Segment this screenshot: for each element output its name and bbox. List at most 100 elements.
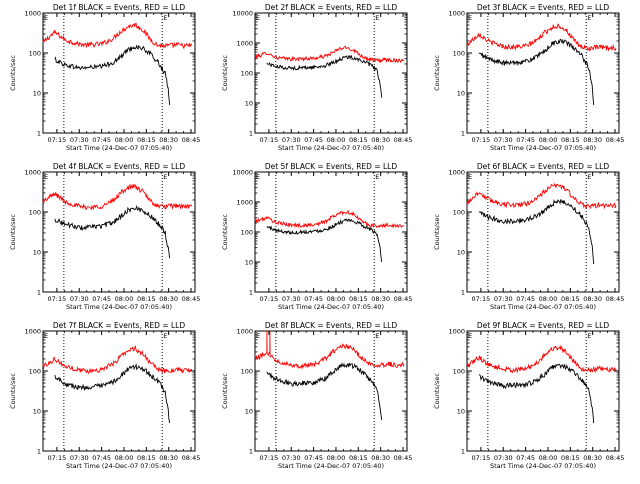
x-tick-label: 08:15 <box>137 136 156 144</box>
x-tick-label: 07:15 <box>472 454 491 462</box>
lld-series-line <box>466 23 617 52</box>
y-axis-label: Counts/sec <box>433 373 441 409</box>
x-tick-label: 07:30 <box>282 136 301 144</box>
e-marker: E <box>256 332 260 340</box>
y-tick-label: 1 <box>461 289 465 297</box>
y-axis-label: Counts/sec <box>9 55 17 91</box>
panel-5: Det 5f BLACK = Events, RED = LLD 1 10 100 10… <box>221 162 412 311</box>
x-axis-label: Start Time (24-Dec-07 07:05:40) <box>490 144 596 152</box>
y-axis-label: Counts/sec <box>221 214 229 250</box>
x-tick-label: 07:45 <box>516 295 535 303</box>
x-tick-label: 08:30 <box>583 295 602 303</box>
y-tick-label: 100 <box>241 368 253 376</box>
x-tick-label: 08:15 <box>137 295 156 303</box>
x-tick-label: 07:15 <box>472 295 491 303</box>
plot-frame <box>42 12 196 134</box>
y-tick-label: 1 <box>249 448 253 456</box>
x-tick-label: 08:00 <box>327 295 346 303</box>
x-axis-label: Start Time (24-Dec-07 07:05:40) <box>66 462 172 470</box>
x-tick-label: 07:45 <box>304 295 323 303</box>
e-marker: E <box>44 332 48 340</box>
x-tick-label: 08:00 <box>115 295 134 303</box>
x-tick-label: 08:45 <box>182 136 201 144</box>
x-tick-label: 07:15 <box>48 295 67 303</box>
x-tick-label: 07:30 <box>70 136 89 144</box>
y-tick-label: 1000 <box>236 199 253 207</box>
x-tick-label: 07:30 <box>282 295 301 303</box>
y-tick-label: 10000 <box>232 10 253 18</box>
x-tick-label: 08:00 <box>115 136 134 144</box>
x-tick-label: 07:30 <box>494 295 513 303</box>
y-tick-label: 1 <box>461 448 465 456</box>
x-tick-label: 07:15 <box>260 454 279 462</box>
y-tick-label: 1 <box>249 289 253 297</box>
y-tick-label: 100 <box>29 368 41 376</box>
panel-title: Det 4f BLACK = Events, RED = LLD <box>53 162 186 171</box>
panel-title: Det 2f BLACK = Events, RED = LLD <box>265 3 398 12</box>
e-marker: E <box>163 14 167 22</box>
events-series-line <box>266 218 383 263</box>
x-tick-label: 08:00 <box>539 454 558 462</box>
x-tick-label: 07:45 <box>92 295 111 303</box>
panel-7: Det 7f BLACK = Events, RED = LLD 1 10 100 10… <box>9 321 200 470</box>
y-axis-label: Counts/sec <box>221 373 229 409</box>
x-tick-label: 08:15 <box>137 454 156 462</box>
x-tick-label: 07:15 <box>48 454 67 462</box>
y-tick-label: 1000 <box>24 10 41 18</box>
x-tick-label: 08:15 <box>349 454 368 462</box>
lld-series-line <box>254 45 405 64</box>
x-tick-label: 08:30 <box>159 295 178 303</box>
x-tick-label: 07:15 <box>260 136 279 144</box>
e-marker: E <box>468 14 472 22</box>
y-tick-label: 1 <box>37 289 41 297</box>
y-tick-label: 10000 <box>232 169 253 177</box>
x-tick-label: 07:30 <box>494 136 513 144</box>
e-marker: E <box>587 332 591 340</box>
x-tick-label: 07:45 <box>304 136 323 144</box>
x-tick-label: 08:30 <box>583 454 602 462</box>
x-tick-label: 08:30 <box>583 136 602 144</box>
e-marker: E <box>256 14 260 22</box>
x-tick-label: 07:45 <box>516 136 535 144</box>
e-marker: E <box>375 332 379 340</box>
e-marker: E <box>375 14 379 22</box>
e-marker: E <box>375 173 379 181</box>
x-tick-label: 08:30 <box>371 454 390 462</box>
x-tick-label: 07:30 <box>70 295 89 303</box>
y-tick-label: 100 <box>29 209 41 217</box>
x-tick-label: 08:45 <box>606 136 625 144</box>
x-axis-label: Start Time (24-Dec-07 07:05:40) <box>490 462 596 470</box>
x-axis-label: Start Time (24-Dec-07 07:05:40) <box>66 303 172 311</box>
lld-series-line <box>254 330 405 370</box>
y-tick-label: 10 <box>245 259 253 267</box>
lld-series-line <box>466 344 617 374</box>
x-tick-label: 07:45 <box>304 454 323 462</box>
y-tick-label: 1000 <box>448 169 465 177</box>
panel-title: Det 8f BLACK = Events, RED = LLD <box>265 321 398 330</box>
x-tick-label: 08:00 <box>115 454 134 462</box>
x-tick-label: 08:45 <box>182 454 201 462</box>
panel-title: Det 6f BLACK = Events, RED = LLD <box>477 162 610 171</box>
x-tick-label: 07:45 <box>92 136 111 144</box>
events-series-line <box>478 363 595 424</box>
x-tick-label: 07:45 <box>516 454 535 462</box>
x-tick-label: 07:15 <box>48 136 67 144</box>
x-tick-label: 08:15 <box>349 295 368 303</box>
panel-9: Det 9f BLACK = Events, RED = LLD 1 10 100 10… <box>433 321 624 470</box>
e-marker: E <box>44 14 48 22</box>
e-marker: E <box>587 173 591 181</box>
y-tick-label: 100 <box>241 70 253 78</box>
y-tick-label: 1 <box>461 130 465 138</box>
y-axis-label: Counts/sec <box>9 214 17 250</box>
events-series-line <box>54 362 171 424</box>
y-tick-label: 10 <box>457 408 465 416</box>
x-tick-label: 08:30 <box>159 136 178 144</box>
x-axis-label: Start Time (24-Dec-07 07:05:40) <box>278 462 384 470</box>
x-tick-label: 08:00 <box>327 454 346 462</box>
y-tick-label: 10 <box>457 249 465 257</box>
panel-3: Det 3f BLACK = Events, RED = LLD 1 10 100 10… <box>433 3 624 152</box>
x-tick-label: 08:15 <box>561 454 580 462</box>
y-tick-label: 1000 <box>236 328 253 336</box>
y-tick-label: 10 <box>457 90 465 98</box>
